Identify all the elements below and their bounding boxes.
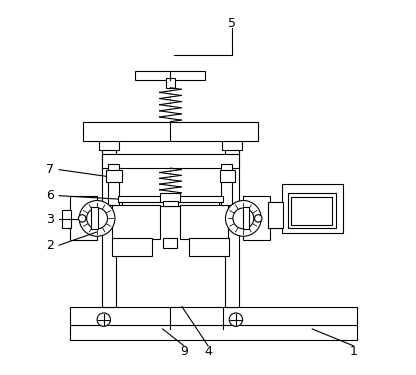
Circle shape [233,208,254,229]
Bar [99,138,119,150]
Bar [62,210,72,228]
Text: 7: 7 [46,163,54,176]
Bar [222,138,242,150]
Bar [92,207,98,229]
Bar [108,164,119,206]
Text: 6: 6 [46,189,54,202]
Bar [70,307,357,329]
Circle shape [97,313,111,326]
Bar [282,184,343,233]
Bar [220,170,235,182]
Text: 3: 3 [46,213,54,226]
Bar [163,201,178,206]
Bar [102,154,239,168]
Text: 1: 1 [349,345,357,358]
Bar [112,238,152,256]
Bar [287,194,336,228]
Text: 4: 4 [204,345,212,358]
Bar [118,196,223,202]
Bar [136,71,206,80]
Bar [83,122,258,141]
Bar [106,170,121,182]
Circle shape [87,208,107,229]
Bar [70,325,357,340]
Bar [112,206,160,239]
Circle shape [225,201,261,236]
Bar [180,206,228,239]
Circle shape [255,214,262,222]
Text: 5: 5 [228,17,236,30]
Bar [269,210,278,228]
Circle shape [229,313,243,326]
Bar [163,238,178,248]
Bar [121,198,219,206]
Circle shape [79,201,115,236]
Bar [225,143,239,307]
Bar [160,194,181,202]
Bar [188,238,229,256]
Bar [243,196,270,240]
Bar [243,207,249,229]
Bar [166,78,174,88]
Text: 2: 2 [46,239,54,252]
Bar [291,197,332,225]
Text: 9: 9 [180,345,188,358]
Bar [70,196,97,240]
Bar [267,202,283,228]
Bar [221,164,232,206]
Circle shape [79,214,86,222]
Bar [102,143,116,307]
